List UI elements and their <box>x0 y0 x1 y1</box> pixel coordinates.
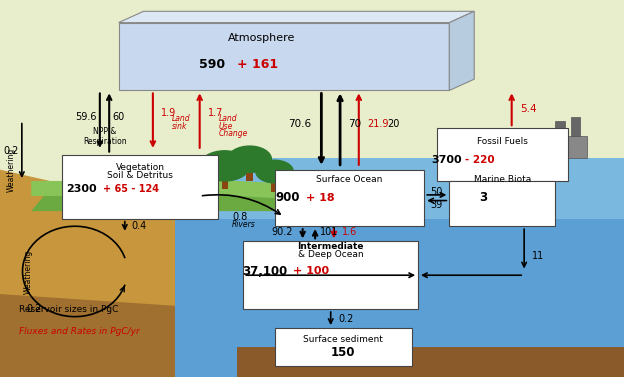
Text: & Deep Ocean: & Deep Ocean <box>298 250 364 259</box>
Text: 1.6: 1.6 <box>342 227 357 237</box>
Polygon shape <box>31 181 387 204</box>
Circle shape <box>256 160 293 183</box>
Text: 0.2: 0.2 <box>338 314 354 323</box>
Text: 0.2: 0.2 <box>27 304 42 314</box>
Text: Surface sediment: Surface sediment <box>303 335 383 344</box>
Text: 0.8: 0.8 <box>233 212 248 222</box>
Text: + 65 - 124: + 65 - 124 <box>103 184 159 193</box>
Polygon shape <box>271 177 278 192</box>
Text: 59.6: 59.6 <box>76 112 97 122</box>
Text: Fluxes and Rates in PgC/yr: Fluxes and Rates in PgC/yr <box>19 327 140 336</box>
Text: 90.2: 90.2 <box>272 227 293 237</box>
Text: Use: Use <box>218 122 233 131</box>
Polygon shape <box>449 11 474 90</box>
Text: Weathering: Weathering <box>7 147 16 192</box>
Text: 11: 11 <box>532 251 544 261</box>
Polygon shape <box>246 166 253 181</box>
Text: 3700: 3700 <box>431 155 462 165</box>
Text: Atmosphere: Atmosphere <box>228 33 296 43</box>
Text: + 100: + 100 <box>293 267 329 276</box>
Text: Intermediate: Intermediate <box>298 242 364 251</box>
Polygon shape <box>0 170 237 377</box>
Text: 50: 50 <box>431 187 443 196</box>
Text: 5.4: 5.4 <box>520 104 537 114</box>
Bar <box>555 121 565 136</box>
Text: sink: sink <box>172 122 187 131</box>
Text: 150: 150 <box>331 346 356 359</box>
Text: + 18: + 18 <box>306 193 334 203</box>
Text: 70.6: 70.6 <box>288 120 311 129</box>
Text: Respiration: Respiration <box>83 137 127 146</box>
Text: 900: 900 <box>275 192 300 204</box>
Polygon shape <box>0 294 237 377</box>
Text: Marine Biota: Marine Biota <box>474 175 531 184</box>
Text: Reservoir sizes in PgC: Reservoir sizes in PgC <box>19 305 118 314</box>
Text: 21.9: 21.9 <box>367 120 388 129</box>
Polygon shape <box>237 347 624 377</box>
Text: 2300: 2300 <box>66 184 97 193</box>
Text: Fossil Fuels: Fossil Fuels <box>477 137 528 146</box>
Text: Rivers: Rivers <box>232 220 255 229</box>
Text: - 220: - 220 <box>465 155 494 165</box>
Bar <box>62 155 218 219</box>
Bar <box>571 117 580 136</box>
Text: 20: 20 <box>387 120 399 129</box>
Bar <box>275 328 412 366</box>
Text: 3: 3 <box>479 192 488 204</box>
Bar <box>437 128 568 181</box>
Text: 60: 60 <box>112 112 125 122</box>
Text: Change: Change <box>218 129 248 138</box>
Text: Land: Land <box>172 114 190 123</box>
Text: 37,100: 37,100 <box>241 265 287 278</box>
Bar <box>275 170 424 226</box>
Polygon shape <box>175 170 624 377</box>
Circle shape <box>200 151 250 181</box>
Bar <box>549 136 587 158</box>
Text: Weathering: Weathering <box>24 249 32 294</box>
Polygon shape <box>222 173 228 188</box>
Bar <box>243 241 418 309</box>
Text: NPP &: NPP & <box>93 127 117 136</box>
Text: 1.9: 1.9 <box>161 108 176 118</box>
Polygon shape <box>119 23 449 90</box>
Text: 0.2: 0.2 <box>4 146 19 156</box>
Text: 70: 70 <box>348 120 361 129</box>
Text: 39: 39 <box>431 200 443 210</box>
Circle shape <box>228 146 271 173</box>
Polygon shape <box>119 11 474 23</box>
Polygon shape <box>31 188 387 211</box>
Text: Surface Ocean: Surface Ocean <box>316 175 383 184</box>
Text: Soil & Detritus: Soil & Detritus <box>107 171 173 180</box>
Text: 0.4: 0.4 <box>131 221 146 231</box>
Text: Vegetation: Vegetation <box>116 163 165 172</box>
Text: 590: 590 <box>198 58 225 70</box>
Text: + 161: + 161 <box>237 58 278 70</box>
Text: Land: Land <box>218 114 237 123</box>
Polygon shape <box>175 158 624 219</box>
Text: 1.7: 1.7 <box>208 108 223 118</box>
Text: 101: 101 <box>319 227 338 237</box>
Bar <box>449 181 555 226</box>
